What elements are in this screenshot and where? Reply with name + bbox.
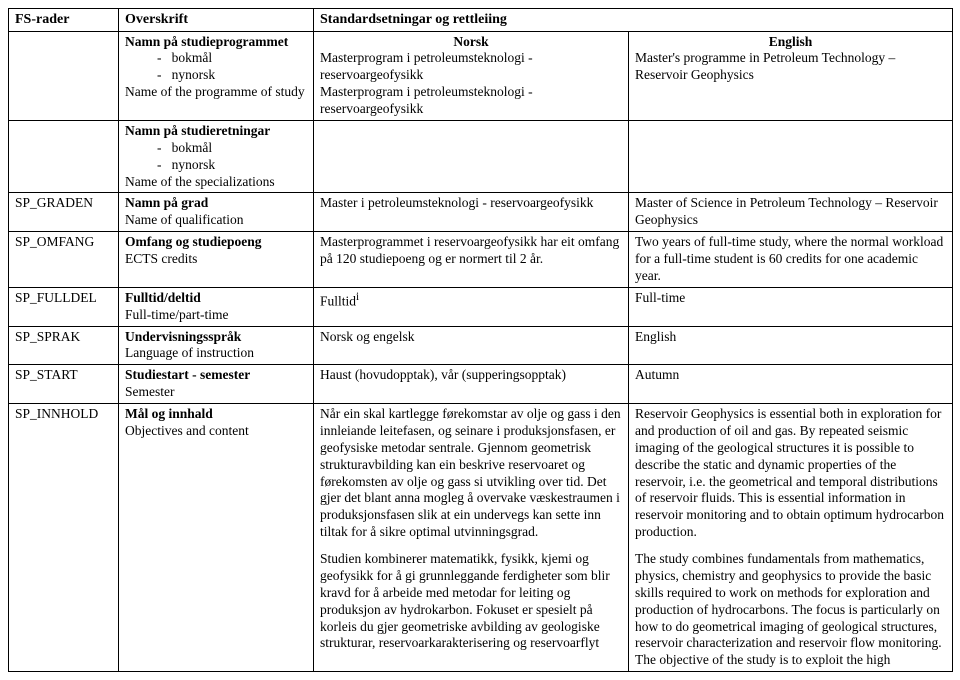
code-omfang: SP_OMFANG — [9, 232, 119, 288]
innhold-norsk-p1: Når ein skal kartlegge førekomstar av ol… — [320, 406, 622, 541]
graden-l2: Name of qualification — [125, 212, 307, 229]
fulldel-norsk: Fulltidi — [314, 287, 629, 326]
lang-head-english: English — [635, 34, 946, 51]
fulldel-l1: Fulltid/deltid — [125, 290, 307, 307]
cell-progname-norsk: Norsk Masterprogram i petroleumsteknolog… — [314, 31, 629, 120]
sprak-norsk: Norsk og engelsk — [314, 326, 629, 365]
row-omfang: SP_OMFANG Omfang og studiepoeng ECTS cre… — [9, 232, 953, 288]
cell-progname-label: Namn på studieprogrammet - bokmål - nyno… — [119, 31, 314, 120]
lang-head-norsk: Norsk — [320, 34, 622, 51]
progname-bokmal: - bokmål — [125, 50, 307, 67]
label-start: Studiestart - semester Semester — [119, 365, 314, 404]
spec-bokmal: - bokmål — [125, 140, 307, 157]
code-start: SP_START — [9, 365, 119, 404]
cell-spec-label: Namn på studieretningar - bokmål - nynor… — [119, 120, 314, 193]
fulldel-english: Full-time — [629, 287, 953, 326]
label-graden: Namn på grad Name of qualification — [119, 193, 314, 232]
graden-norsk: Master i petroleumsteknologi - reservoar… — [314, 193, 629, 232]
label-innhold: Mål og innhald Objectives and content — [119, 404, 314, 672]
row-start: SP_START Studiestart - semester Semester… — [9, 365, 953, 404]
spec-table: FS-rader Overskrift Standardsetningar og… — [8, 8, 953, 672]
label-sprak: Undervisningsspråk Language of instructi… — [119, 326, 314, 365]
header-fs-rader: FS-rader — [9, 9, 119, 32]
sprak-l1: Undervisningsspråk — [125, 329, 307, 346]
start-l1: Studiestart - semester — [125, 367, 307, 384]
row-sprak: SP_SPRAK Undervisningsspråk Language of … — [9, 326, 953, 365]
cell-empty — [9, 31, 119, 120]
spec-nynorsk: - nynorsk — [125, 157, 307, 174]
progname-norsk-text: Masterprogram i petroleumsteknologi - re… — [320, 50, 622, 118]
code-graden: SP_GRADEN — [9, 193, 119, 232]
label-fulldel: Fulltid/deltid Full-time/part-time — [119, 287, 314, 326]
innhold-norsk-p2: Studien kombinerer matematikk, fysikk, k… — [320, 551, 622, 652]
graden-l1: Namn på grad — [125, 195, 307, 212]
cell-progname-english: English Master's programme in Petroleum … — [629, 31, 953, 120]
omfang-l1: Omfang og studiepoeng — [125, 234, 307, 251]
spec-en: Name of the specializations — [125, 174, 307, 191]
header-standard: Standardsetningar og rettleiing — [314, 9, 953, 32]
row-graden: SP_GRADEN Namn på grad Name of qualifica… — [9, 193, 953, 232]
progname-title: Namn på studieprogrammet — [125, 34, 307, 51]
cell-spec-norsk — [314, 120, 629, 193]
start-english: Autumn — [629, 365, 953, 404]
spec-title: Namn på studieretningar — [125, 123, 307, 140]
innhold-norsk: Når ein skal kartlegge førekomstar av ol… — [314, 404, 629, 672]
fulldel-l2: Full-time/part-time — [125, 307, 307, 324]
code-sprak: SP_SPRAK — [9, 326, 119, 365]
innhold-l1: Mål og innhald — [125, 406, 307, 423]
omfang-english: Two years of full-time study, where the … — [629, 232, 953, 288]
progname-nynorsk: - nynorsk — [125, 67, 307, 84]
code-innhold: SP_INNHOLD — [9, 404, 119, 672]
start-norsk: Haust (hovudopptak), vår (supperingsoppt… — [314, 365, 629, 404]
row-progname: Namn på studieprogrammet - bokmål - nyno… — [9, 31, 953, 120]
footnote-mark: i — [356, 291, 359, 303]
cell-empty — [9, 120, 119, 193]
header-row: FS-rader Overskrift Standardsetningar og… — [9, 9, 953, 32]
innhold-english-p2: The study combines fundamentals from mat… — [635, 551, 946, 669]
header-overskrift: Overskrift — [119, 9, 314, 32]
row-fulldel: SP_FULLDEL Fulltid/deltid Full-time/part… — [9, 287, 953, 326]
progname-english-text: Master's programme in Petroleum Technolo… — [635, 50, 946, 84]
progname-en: Name of the programme of study — [125, 84, 307, 101]
sprak-l2: Language of instruction — [125, 345, 307, 362]
graden-english: Master of Science in Petroleum Technolog… — [629, 193, 953, 232]
label-omfang: Omfang og studiepoeng ECTS credits — [119, 232, 314, 288]
omfang-norsk: Masterprogrammet i reservoargeofysikk ha… — [314, 232, 629, 288]
innhold-english-p1: Reservoir Geophysics is essential both i… — [635, 406, 946, 541]
omfang-l2: ECTS credits — [125, 251, 307, 268]
sprak-english: English — [629, 326, 953, 365]
row-specializations: Namn på studieretningar - bokmål - nynor… — [9, 120, 953, 193]
code-fulldel: SP_FULLDEL — [9, 287, 119, 326]
row-innhold: SP_INNHOLD Mål og innhald Objectives and… — [9, 404, 953, 672]
innhold-english: Reservoir Geophysics is essential both i… — [629, 404, 953, 672]
innhold-l2: Objectives and content — [125, 423, 307, 440]
cell-spec-english — [629, 120, 953, 193]
start-l2: Semester — [125, 384, 307, 401]
